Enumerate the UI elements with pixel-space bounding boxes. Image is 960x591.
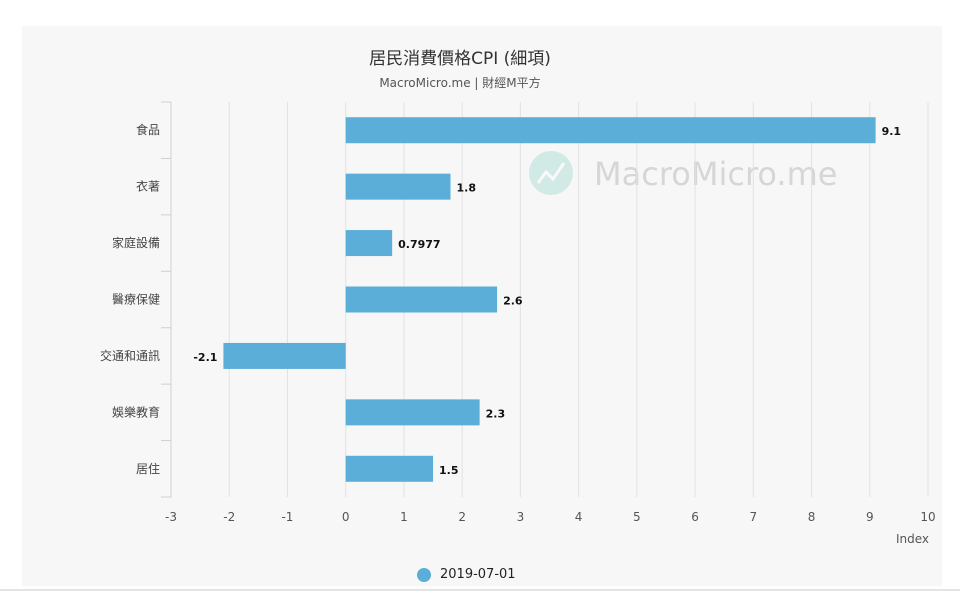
x-tick-label: 4 [575,510,583,524]
category-label: 交通和通訊 [100,348,160,363]
category-label: 衣著 [136,179,160,194]
category-label: 居住 [136,462,160,476]
category-label: 醫療保健 [112,293,160,307]
x-tick-label: 3 [517,510,525,524]
data-label: 2.6 [503,295,523,308]
legend-marker-icon [417,567,431,582]
data-label: -2.1 [193,351,217,364]
data-label: 1.8 [457,182,477,195]
category-label: 食品 [136,122,160,137]
category-label: 家庭設備 [112,235,160,250]
x-axis-title: Index [896,532,929,546]
category-label: 娛樂教育 [112,404,160,419]
x-tick-label: 6 [691,510,699,524]
watermark-text: MacroMicro.me [594,155,837,193]
watermark-logo-icon [529,151,573,195]
x-tick-label: -1 [281,510,293,524]
data-label: 9.1 [882,125,902,138]
x-tick-label: 8 [808,510,816,524]
x-tick-label: 5 [633,510,641,524]
x-tick-label: -3 [165,510,177,524]
data-label: 1.5 [439,464,459,477]
bar [223,342,346,369]
x-tick-label: -2 [223,510,235,524]
chart-title: 居民消費價格CPI (細項) [369,49,551,69]
legend[interactable]: 2019-07-01 [417,567,516,582]
bar [345,399,480,426]
watermark-chart-icon [536,162,566,184]
data-label: 2.3 [486,407,506,420]
chart-subtitle: MacroMicro.me | 財經M平方 [379,76,541,90]
x-tick-label: 0 [342,510,350,524]
x-tick-label: 2 [458,510,466,524]
bar [345,173,451,200]
legend-label: 2019-07-01 [440,567,516,582]
bar [345,286,498,313]
x-tick-label: 1 [400,510,408,524]
x-tick-label: 7 [749,510,757,524]
data-label: 0.7977 [398,238,440,251]
x-tick-label: 9 [866,510,874,524]
bar [345,117,876,144]
watermark: MacroMicro.me [529,151,837,195]
divider [0,589,960,591]
bar [345,455,434,482]
bar [345,230,393,257]
x-tick-label: 10 [920,510,935,524]
